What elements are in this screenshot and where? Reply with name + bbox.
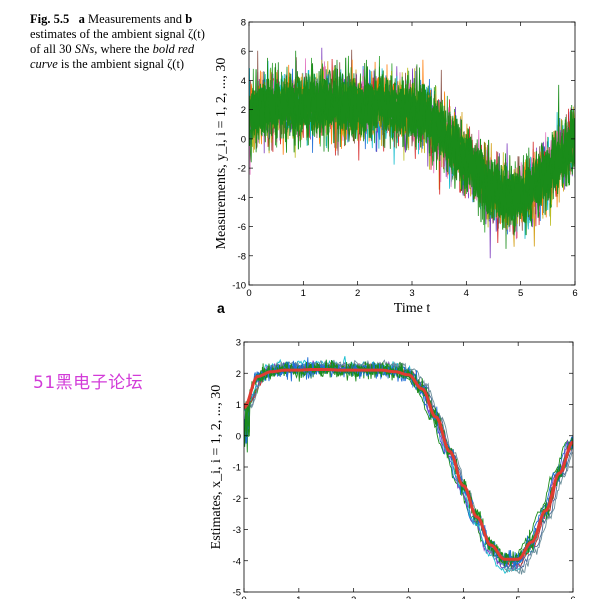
caption-text3: , where the bbox=[94, 42, 153, 56]
panel-a-xtick-label: 2 bbox=[355, 288, 360, 299]
panel-b-ytick-label: -4 bbox=[233, 556, 241, 567]
panel-a-xtick-label: 4 bbox=[464, 288, 469, 299]
panel-a-ytick-label: 8 bbox=[241, 18, 246, 29]
panel-a-xtick-label: 0 bbox=[246, 288, 251, 299]
panel-b-ytick-label: 3 bbox=[236, 338, 241, 349]
watermark-text: 51黑电子论坛 bbox=[33, 373, 144, 393]
panel-a-xtick-label: 5 bbox=[518, 288, 523, 299]
panel-b-estimate-series-noisy bbox=[244, 359, 573, 567]
panel-b-xtick-label: 1 bbox=[296, 595, 301, 599]
panel-b-yaxis-label: Estimates, x_i, i = 1, 2, ..., 30 bbox=[209, 385, 224, 550]
panel-b-xtick-label: 2 bbox=[351, 595, 356, 599]
panel-b-xtick-label: 4 bbox=[461, 595, 466, 599]
panel-b-xtick-label: 6 bbox=[570, 595, 575, 599]
panel-a-ytick-label: 0 bbox=[241, 134, 246, 145]
panel-a-ytick-label: -6 bbox=[238, 222, 246, 233]
figure-caption: Fig. 5.5 a Measurements and b estimates … bbox=[30, 12, 208, 72]
panel-a-measurement-series-dominant bbox=[249, 71, 575, 236]
panel-b-estimate-series bbox=[244, 356, 573, 575]
caption-text1: Measurements and bbox=[84, 12, 186, 26]
panel-a-ytick-label: -2 bbox=[238, 164, 246, 175]
panel-a-plot-area bbox=[249, 47, 575, 259]
caption-text4: is the ambient signal ζ(t) bbox=[57, 57, 185, 71]
caption-bold-red: bold red curve bbox=[30, 42, 195, 71]
caption-fig: Fig. 5.5 bbox=[30, 12, 70, 26]
panel-a-ytick-label: -4 bbox=[238, 193, 246, 204]
panel-a-yaxis-label: Measurements, y_i, i = 1, 2, ..., 30 bbox=[214, 58, 229, 250]
panel-a-ytick-label: -10 bbox=[232, 281, 246, 292]
caption-sns: SNs bbox=[74, 42, 95, 56]
panel-a-xaxis-label: Time t bbox=[394, 301, 431, 316]
panel-b-estimate-series bbox=[244, 362, 573, 571]
panel-a-xtick-label: 6 bbox=[572, 288, 577, 299]
panel-b-xtick-label: 5 bbox=[516, 595, 521, 599]
panel-a-axes-frame bbox=[248, 21, 576, 286]
panel-b-xtick-label: 0 bbox=[241, 595, 246, 599]
panel-b-ytick-label: -2 bbox=[233, 494, 241, 505]
panel-b-ytick-label: 0 bbox=[236, 431, 241, 442]
panel-b-estimate-series bbox=[244, 363, 573, 568]
panel-b-plot-area bbox=[244, 356, 573, 575]
panel-b-estimate-series bbox=[244, 364, 573, 564]
panel-a-xtick-label: 3 bbox=[409, 288, 414, 299]
caption-part-a: a bbox=[78, 12, 85, 26]
panel-a-ytick-label: 2 bbox=[241, 105, 246, 116]
caption-text2: estimates of the ambient signal ζ(t) of … bbox=[30, 27, 205, 56]
panel-b-estimate-series-noisy bbox=[244, 359, 573, 568]
panel-b-estimate-series-noisy bbox=[244, 360, 573, 565]
panel-a-ytick-label: -8 bbox=[238, 251, 246, 262]
panel-b-estimate-series bbox=[244, 361, 573, 569]
panel-a-ytick-label: 6 bbox=[241, 47, 246, 58]
panel-b-ytick-label: -1 bbox=[233, 463, 241, 474]
panel-b-ytick-label: -3 bbox=[233, 525, 241, 536]
panel-b-xtick-label: 3 bbox=[406, 595, 411, 599]
panel-b-estimate-series bbox=[244, 364, 573, 563]
panel-b-ambient-signal-line bbox=[244, 368, 573, 561]
panel-b-estimate-series bbox=[244, 359, 573, 571]
panel-a-ytick-label: 4 bbox=[241, 76, 246, 87]
panel-a-xtick-label: 1 bbox=[301, 288, 306, 299]
panel-b-estimate-series bbox=[244, 359, 573, 575]
panel-b-ytick-label: 1 bbox=[236, 400, 241, 411]
panel-label-a: a bbox=[217, 300, 225, 316]
panel-b-estimate-series-noisy bbox=[244, 357, 573, 568]
caption-part-b: b bbox=[185, 12, 193, 26]
panel-b-ytick-label: 2 bbox=[236, 369, 241, 380]
panel-b-ytick-label: -5 bbox=[233, 588, 241, 599]
panel-b-estimate-series-noisy bbox=[244, 362, 573, 568]
